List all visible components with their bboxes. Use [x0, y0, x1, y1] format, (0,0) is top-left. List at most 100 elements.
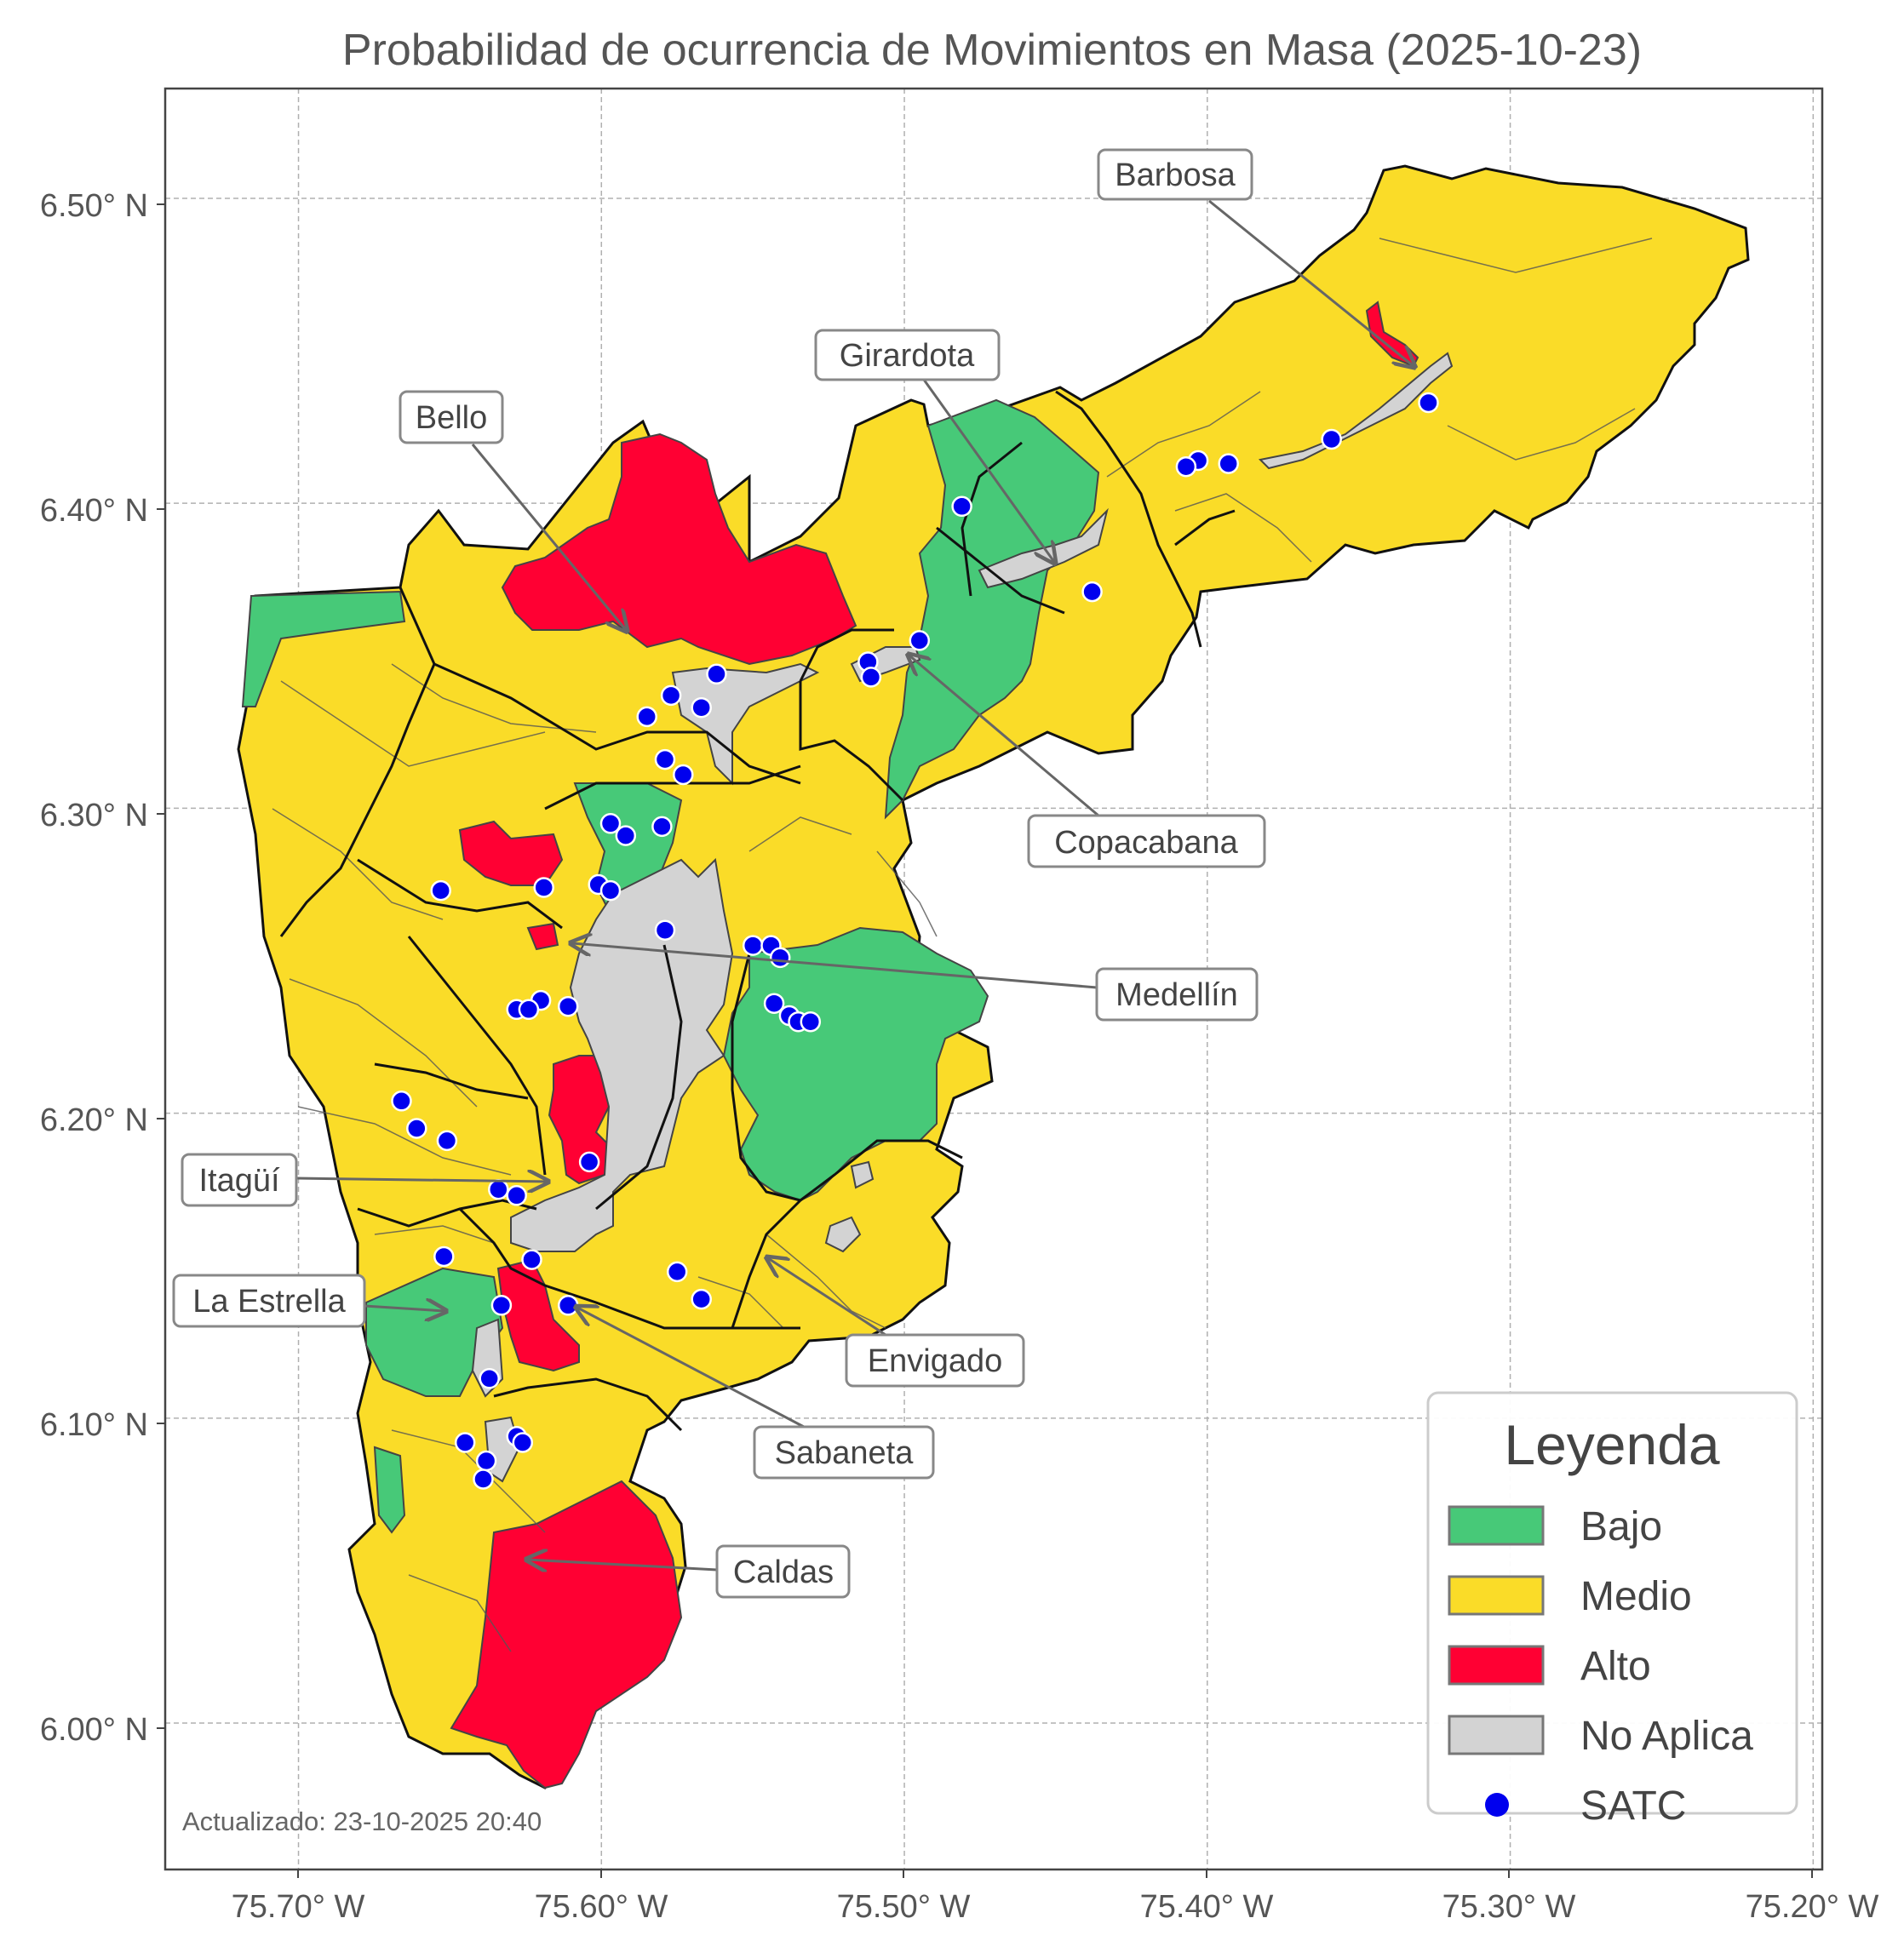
region-bajo-northwest	[241, 590, 406, 707]
satc-station-marker	[475, 1450, 497, 1472]
callout-medellin: Medellín	[1115, 977, 1238, 1013]
callout-girardota: Girardota	[840, 338, 975, 374]
satc-station-marker	[488, 1178, 509, 1200]
satc-station-marker	[473, 1469, 494, 1490]
satc-station-marker	[557, 995, 579, 1017]
updated-timestamp: Actualizado: 23-10-2025 20:40	[182, 1806, 542, 1836]
region-layer	[237, 164, 1750, 1789]
satc-station-marker	[406, 1118, 427, 1139]
satc-station-marker	[521, 1249, 542, 1270]
legend-patch-swatch	[1448, 1505, 1545, 1546]
legend-label: Bajo	[1580, 1504, 1662, 1549]
satc-station-marker	[454, 1432, 476, 1453]
satc-station-marker	[763, 993, 785, 1014]
x-tick-label: 75.30° W	[1442, 1889, 1576, 1925]
satc-station-marker	[1321, 428, 1342, 450]
region-no-aplica-envigado	[824, 1216, 862, 1253]
satc-station-marker	[518, 999, 540, 1021]
satc-station-marker	[654, 748, 676, 770]
x-tick-label: 75.60° W	[535, 1889, 668, 1925]
callout-la-estrella: La Estrella	[192, 1284, 346, 1320]
satc-station-marker	[479, 1368, 500, 1389]
satc-station-marker	[433, 1245, 455, 1268]
x-tick-label: 75.50° W	[837, 1889, 971, 1925]
x-axis: 75.70° W 75.60° W 75.50° W 75.40° W 75.3…	[232, 1869, 1879, 1925]
satc-station-marker	[654, 919, 676, 941]
satc-station-marker	[533, 877, 554, 898]
satc-station-marker	[1175, 455, 1197, 478]
region-alto-medellin-west	[458, 820, 564, 886]
satc-station-marker	[1081, 581, 1103, 603]
legend-label: No Aplica	[1580, 1714, 1753, 1759]
region-bajo-girardota	[884, 398, 1100, 820]
satc-station-marker	[578, 1151, 600, 1173]
x-tick-label: 75.20° W	[1746, 1889, 1879, 1925]
plot-border	[163, 87, 1824, 1871]
callout-bello: Bello	[416, 400, 488, 436]
region-bajo-caldas	[373, 1446, 406, 1534]
x-tick-label: 75.40° W	[1140, 1889, 1274, 1925]
satc-station-marker	[1418, 392, 1439, 414]
region-alto-caldas	[450, 1480, 683, 1789]
map-title: Probabilidad de ocurrencia de Movimiento…	[342, 26, 1642, 75]
satc-station-marker	[506, 1185, 527, 1206]
callout-barbosa: Barbosa	[1115, 157, 1236, 193]
x-tick-label: 75.70° W	[232, 1889, 365, 1925]
satc-station-marker	[557, 1295, 579, 1316]
callout-copacabana: Copacabana	[1054, 825, 1238, 861]
satc-station-marker	[636, 706, 657, 728]
region-alto-bello	[501, 432, 857, 666]
satc-station-marker	[660, 684, 682, 707]
legend-patch-swatch	[1448, 1575, 1545, 1616]
callout-caldas: Caldas	[733, 1555, 834, 1590]
satc-station-marker	[860, 667, 882, 688]
satc-station-marker	[391, 1091, 412, 1112]
y-tick-label: 6.40° N	[40, 493, 148, 529]
satc-station-layer	[391, 392, 1439, 1490]
satc-station-marker	[651, 816, 673, 838]
legend-label: Medio	[1580, 1574, 1692, 1619]
satc-station-marker	[599, 813, 622, 834]
satc-station-marker	[512, 1432, 534, 1453]
y-axis: 6.50° N 6.40° N 6.30° N 6.20° N 6.10° N …	[40, 188, 165, 1748]
region-bajo-laestrella	[365, 1267, 504, 1397]
legend-label: SATC	[1580, 1784, 1686, 1829]
satc-station-marker	[490, 1295, 513, 1316]
satc-station-marker	[909, 630, 931, 651]
satc-station-marker	[742, 935, 764, 956]
satc-station-marker	[673, 764, 694, 786]
y-tick-label: 6.30° N	[40, 798, 148, 833]
satc-station-marker	[800, 1011, 822, 1033]
legend-patch-swatch	[1448, 1645, 1545, 1686]
satc-station-marker	[691, 696, 712, 719]
subdivision-lines	[272, 238, 1653, 1652]
satc-station-marker	[769, 947, 791, 969]
legend-title: Leyenda	[1504, 1413, 1720, 1476]
legend-label: Alto	[1580, 1644, 1651, 1689]
satc-station-marker	[1218, 453, 1239, 474]
legend: Leyenda Bajo Medio Alto No Aplica SATC	[1426, 1391, 1798, 1829]
region-no-aplica-barbosa-river	[1258, 352, 1454, 470]
satc-station-marker	[691, 1288, 712, 1310]
satc-station-marker	[951, 495, 972, 518]
callout-sabaneta: Sabaneta	[775, 1435, 915, 1471]
region-no-aplica-urban	[510, 857, 734, 1252]
y-tick-label: 6.20° N	[40, 1102, 148, 1138]
legend-patch-swatch	[1448, 1715, 1545, 1755]
region-alto-medellin-small	[526, 922, 559, 951]
satc-station-marker	[430, 879, 451, 902]
satc-station-marker	[599, 879, 622, 902]
y-tick-label: 6.00° N	[40, 1712, 148, 1748]
callout-envigado: Envigado	[868, 1343, 1002, 1379]
y-tick-label: 6.10° N	[40, 1407, 148, 1443]
satc-station-marker	[706, 663, 727, 685]
callout-itagui: Itagüí	[198, 1163, 280, 1199]
satc-station-marker	[615, 825, 637, 846]
legend-marker-swatch	[1485, 1793, 1509, 1817]
satc-station-marker	[666, 1261, 688, 1283]
y-tick-label: 6.50° N	[40, 188, 148, 224]
municipality-boundaries	[279, 390, 1236, 1432]
region-no-aplica-caldas-2	[850, 1160, 875, 1189]
satc-station-marker	[436, 1130, 458, 1152]
